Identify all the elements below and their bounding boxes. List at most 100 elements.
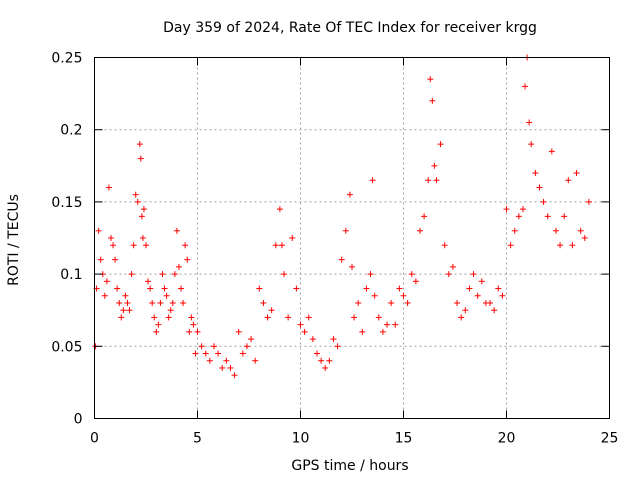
- data-point: [139, 235, 146, 241]
- data-point: [569, 242, 576, 249]
- data-point: [363, 285, 370, 292]
- data-point: [519, 206, 526, 213]
- data-point: [285, 314, 292, 321]
- data-point: [487, 299, 494, 306]
- data-point: [210, 343, 217, 350]
- data-point: [184, 256, 191, 263]
- data-point: [330, 336, 337, 343]
- data-point: [293, 285, 300, 292]
- data-point: [552, 227, 559, 234]
- data-point: [182, 242, 189, 249]
- data-point: [256, 285, 263, 292]
- data-point: [322, 364, 329, 371]
- data-point: [427, 76, 434, 83]
- data-point: [526, 119, 533, 126]
- data-point: [134, 198, 141, 205]
- data-point: [371, 292, 378, 299]
- data-point: [124, 299, 131, 306]
- data-point: [326, 357, 333, 364]
- data-point: [431, 162, 438, 169]
- data-point: [548, 148, 555, 155]
- y-tick-label: 0.05: [51, 339, 82, 355]
- data-point: [147, 285, 154, 292]
- data-point: [101, 292, 108, 299]
- data-point: [349, 263, 355, 270]
- data-point: [223, 357, 230, 364]
- data-point: [466, 285, 473, 292]
- data-point: [400, 292, 407, 299]
- x-axis-label: GPS time / hours: [291, 458, 408, 474]
- data-point: [491, 307, 498, 314]
- data-point: [544, 213, 551, 220]
- data-point: [198, 343, 205, 350]
- data-point: [215, 350, 222, 357]
- data-point: [396, 285, 403, 292]
- data-point: [235, 328, 242, 335]
- data-point: [192, 350, 199, 357]
- data-point: [143, 242, 149, 249]
- data-point: [573, 170, 580, 177]
- data-point: [137, 155, 144, 162]
- data-point: [140, 206, 147, 213]
- data-point: [441, 242, 448, 249]
- data-point: [116, 299, 123, 306]
- grid-lines: [94, 57, 610, 419]
- data-point: [278, 242, 285, 249]
- data-point: [276, 206, 283, 213]
- data-point: [522, 83, 529, 90]
- data-point: [107, 235, 114, 241]
- data-point: [515, 213, 522, 220]
- x-tick-label: 20: [498, 431, 516, 447]
- data-point: [305, 314, 312, 321]
- data-point: [507, 242, 514, 249]
- data-point: [338, 256, 345, 263]
- data-point: [281, 271, 288, 278]
- data-point: [458, 314, 465, 321]
- y-tick-label: 0: [74, 412, 83, 428]
- data-point: [202, 350, 209, 357]
- data-point: [495, 285, 502, 292]
- data-point: [157, 299, 164, 306]
- y-tick-label: 0.25: [51, 51, 82, 67]
- data-point: [536, 184, 543, 191]
- plot-frame: [94, 57, 610, 419]
- data-point: [359, 328, 366, 335]
- data-point: [239, 350, 246, 357]
- x-tick-label: 0: [90, 431, 99, 447]
- data-point: [297, 321, 304, 328]
- data-point: [167, 307, 174, 314]
- data-point: [445, 271, 452, 278]
- data-point: [188, 314, 195, 321]
- data-point: [313, 350, 320, 357]
- data-point: [169, 299, 176, 306]
- data-point: [252, 357, 259, 364]
- data-point: [194, 328, 201, 335]
- data-point: [118, 314, 125, 321]
- data-point: [462, 307, 469, 314]
- data-point: [437, 141, 444, 148]
- data-point: [581, 235, 588, 241]
- data-point: [577, 227, 584, 234]
- data-point: [478, 278, 485, 285]
- data-point: [165, 314, 172, 321]
- data-point: [95, 227, 102, 234]
- data-point: [110, 242, 117, 249]
- data-point: [159, 271, 166, 278]
- data-point: [318, 357, 325, 364]
- data-point: [342, 227, 349, 234]
- x-tick-label: 5: [193, 431, 202, 447]
- data-points: [92, 54, 592, 379]
- data-point: [190, 321, 197, 328]
- x-tick-label: 10: [292, 431, 310, 447]
- data-point: [511, 227, 518, 234]
- data-point: [433, 177, 440, 184]
- data-point: [408, 271, 415, 278]
- y-tick-label: 0.1: [60, 267, 82, 283]
- data-point: [178, 285, 185, 292]
- data-point: [454, 299, 461, 306]
- data-point: [112, 256, 119, 263]
- data-point: [416, 227, 423, 234]
- data-point: [375, 314, 382, 321]
- data-point: [565, 177, 572, 184]
- data-point: [153, 328, 160, 335]
